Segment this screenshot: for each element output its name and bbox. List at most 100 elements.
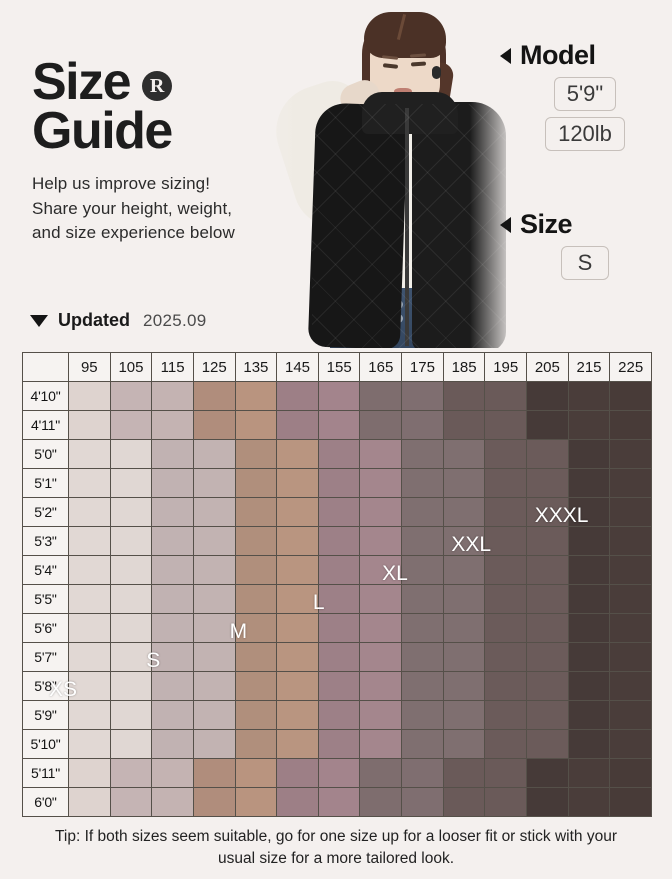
cell-5'11"-165[interactable] <box>359 758 403 788</box>
cell-5'0"-175[interactable] <box>401 439 444 469</box>
cell-5'9"-155[interactable] <box>317 700 361 730</box>
cell-5'4"-125[interactable] <box>192 555 236 585</box>
cell-5'8"-105[interactable] <box>109 671 153 701</box>
cell-6'0"-135[interactable] <box>234 787 278 817</box>
cell-5'8"-165[interactable] <box>359 671 403 701</box>
cell-6'0"-115[interactable] <box>151 787 194 817</box>
cell-6'0"-165[interactable] <box>359 787 403 817</box>
cell-6'0"-205[interactable] <box>526 787 569 817</box>
cell-5'3"-115[interactable] <box>151 526 194 556</box>
cell-5'11"-205[interactable] <box>526 758 569 788</box>
cell-5'2"-135[interactable] <box>234 497 278 527</box>
cell-4'11"-155[interactable] <box>317 410 361 440</box>
cell-5'5"-135[interactable] <box>234 584 278 614</box>
cell-5'10"-225[interactable] <box>609 729 652 759</box>
cell-5'4"-225[interactable] <box>609 555 652 585</box>
cell-5'10"-135[interactable] <box>234 729 278 759</box>
cell-5'4"-175[interactable]: XL <box>382 555 444 585</box>
cell-5'7"-155[interactable] <box>317 642 361 672</box>
cell-4'10"-115[interactable] <box>151 381 194 411</box>
cell-5'0"-185[interactable] <box>442 439 486 469</box>
cell-4'11"-175[interactable] <box>401 410 444 440</box>
cell-5'9"-215[interactable] <box>567 700 611 730</box>
cell-5'6"-185[interactable] <box>442 613 486 643</box>
cell-5'8"-135[interactable] <box>234 671 278 701</box>
cell-4'10"-175[interactable] <box>401 381 444 411</box>
cell-5'8"-225[interactable] <box>609 671 652 701</box>
cell-5'10"-165[interactable] <box>359 729 403 759</box>
cell-4'11"-125[interactable] <box>192 410 236 440</box>
cell-5'7"-205[interactable] <box>526 642 569 672</box>
cell-5'7"-135[interactable] <box>234 642 278 672</box>
model-weight-chip[interactable]: 120lb <box>545 117 625 151</box>
cell-4'10"-125[interactable] <box>192 381 236 411</box>
cell-5'1"-215[interactable] <box>567 468 611 498</box>
cell-5'2"-185[interactable] <box>442 497 486 527</box>
cell-5'0"-145[interactable] <box>276 439 319 469</box>
cell-5'11"-95[interactable] <box>68 758 111 788</box>
cell-5'11"-155[interactable] <box>317 758 361 788</box>
cell-6'0"-215[interactable] <box>567 787 611 817</box>
cell-5'0"-125[interactable] <box>192 439 236 469</box>
cell-5'11"-105[interactable] <box>109 758 153 788</box>
cell-5'7"-165[interactable] <box>359 642 403 672</box>
cell-5'8"-185[interactable] <box>442 671 486 701</box>
cell-4'10"-195[interactable] <box>484 381 528 411</box>
cell-5'6"-95[interactable] <box>68 613 111 643</box>
cell-5'11"-115[interactable] <box>151 758 194 788</box>
cell-5'5"-195[interactable] <box>484 584 528 614</box>
cell-5'10"-145[interactable] <box>276 729 319 759</box>
cell-5'8"-95[interactable]: XS <box>49 671 111 701</box>
cell-5'1"-155[interactable] <box>317 468 361 498</box>
cell-4'10"-165[interactable] <box>359 381 403 411</box>
cell-5'9"-115[interactable] <box>151 700 194 730</box>
cell-4'11"-205[interactable] <box>526 410 569 440</box>
cell-5'3"-135[interactable] <box>234 526 278 556</box>
cell-5'4"-215[interactable] <box>567 555 611 585</box>
cell-5'8"-205[interactable] <box>526 671 569 701</box>
cell-6'0"-155[interactable] <box>317 787 361 817</box>
cell-5'11"-225[interactable] <box>609 758 652 788</box>
cell-5'4"-185[interactable] <box>442 555 486 585</box>
cell-5'2"-175[interactable] <box>401 497 444 527</box>
cell-4'10"-105[interactable] <box>109 381 153 411</box>
cell-5'1"-125[interactable] <box>192 468 236 498</box>
cell-5'4"-205[interactable] <box>526 555 569 585</box>
cell-4'10"-225[interactable] <box>609 381 652 411</box>
cell-5'6"-165[interactable] <box>359 613 403 643</box>
cell-5'6"-135[interactable]: M <box>230 613 278 643</box>
cell-5'7"-105[interactable] <box>109 642 153 672</box>
cell-5'2"-125[interactable] <box>192 497 236 527</box>
cell-4'11"-135[interactable] <box>234 410 278 440</box>
cell-5'3"-175[interactable] <box>401 526 444 556</box>
cell-5'2"-105[interactable] <box>109 497 153 527</box>
cell-5'9"-125[interactable] <box>192 700 236 730</box>
cell-6'0"-195[interactable] <box>484 787 528 817</box>
cell-5'1"-95[interactable] <box>68 468 111 498</box>
cell-5'0"-105[interactable] <box>109 439 153 469</box>
cell-5'5"-155[interactable]: L <box>313 584 361 614</box>
cell-4'10"-135[interactable] <box>234 381 278 411</box>
cell-5'9"-105[interactable] <box>109 700 153 730</box>
cell-5'10"-205[interactable] <box>526 729 569 759</box>
cell-4'11"-95[interactable] <box>68 410 111 440</box>
cell-5'1"-195[interactable] <box>484 468 528 498</box>
cell-5'0"-195[interactable] <box>484 439 528 469</box>
cell-5'3"-95[interactable] <box>68 526 111 556</box>
cell-5'10"-185[interactable] <box>442 729 486 759</box>
cell-4'11"-165[interactable] <box>359 410 403 440</box>
cell-4'11"-195[interactable] <box>484 410 528 440</box>
cell-5'10"-125[interactable] <box>192 729 236 759</box>
cell-4'10"-145[interactable] <box>276 381 319 411</box>
cell-5'11"-145[interactable] <box>276 758 319 788</box>
cell-5'5"-105[interactable] <box>109 584 153 614</box>
cell-5'4"-165[interactable] <box>359 555 403 585</box>
cell-4'11"-215[interactable] <box>567 410 611 440</box>
cell-5'4"-155[interactable] <box>317 555 361 585</box>
cell-5'11"-125[interactable] <box>192 758 236 788</box>
cell-5'4"-115[interactable] <box>151 555 194 585</box>
cell-5'11"-135[interactable] <box>234 758 278 788</box>
cell-5'8"-195[interactable] <box>484 671 528 701</box>
cell-5'2"-115[interactable] <box>151 497 194 527</box>
cell-6'0"-145[interactable] <box>276 787 319 817</box>
